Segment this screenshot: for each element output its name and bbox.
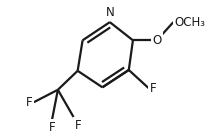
Text: N: N xyxy=(106,6,114,19)
Text: F: F xyxy=(49,121,55,134)
Text: O: O xyxy=(152,34,162,47)
Text: F: F xyxy=(26,96,33,109)
Text: F: F xyxy=(75,119,82,132)
Text: OCH₃: OCH₃ xyxy=(175,16,206,29)
Text: F: F xyxy=(150,82,157,95)
